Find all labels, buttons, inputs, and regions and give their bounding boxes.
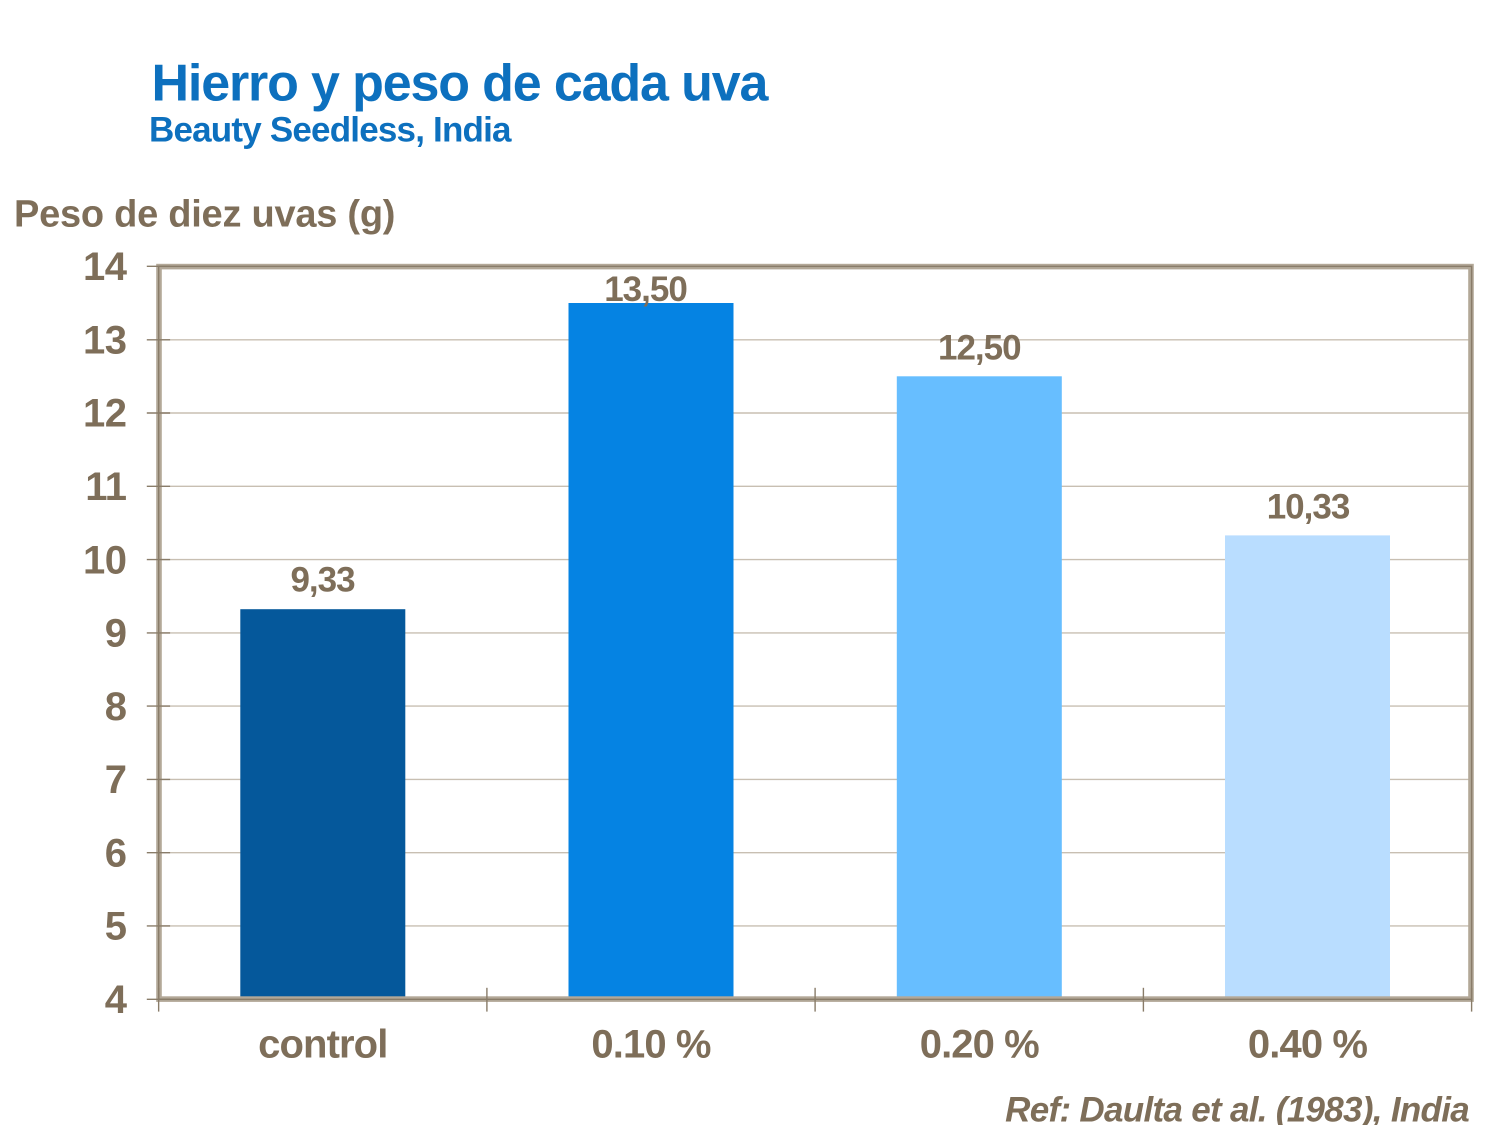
svg-text:9,33: 9,33 — [290, 561, 355, 600]
svg-text:Beauty Seedless, India: Beauty Seedless, India — [149, 111, 512, 150]
svg-text:9: 9 — [105, 612, 127, 656]
svg-text:13: 13 — [83, 319, 127, 363]
svg-text:4: 4 — [105, 978, 128, 1022]
svg-text:12,50: 12,50 — [938, 329, 1021, 368]
svg-text:Peso de diez uvas (g): Peso de diez uvas (g) — [14, 194, 395, 236]
svg-text:10,33: 10,33 — [1267, 487, 1350, 526]
svg-text:14: 14 — [83, 245, 128, 289]
svg-text:Hierro y peso de cada uva: Hierro y peso de cada uva — [152, 55, 770, 113]
svg-text:6: 6 — [105, 831, 127, 875]
svg-text:Ref: Daulta et al. (1983), Ind: Ref: Daulta et al. (1983), India — [1005, 1090, 1469, 1125]
svg-text:8: 8 — [105, 685, 127, 729]
svg-text:0.20 %: 0.20 % — [920, 1023, 1039, 1067]
svg-text:0.40 %: 0.40 % — [1248, 1023, 1367, 1067]
svg-text:control: control — [258, 1023, 387, 1067]
svg-text:12: 12 — [83, 392, 127, 436]
svg-text:5: 5 — [105, 905, 127, 949]
svg-text:10: 10 — [83, 538, 127, 582]
svg-text:11: 11 — [85, 465, 127, 509]
svg-text:0.10 %: 0.10 % — [591, 1023, 710, 1067]
svg-text:7: 7 — [105, 758, 127, 802]
svg-text:13,50: 13,50 — [604, 270, 687, 309]
